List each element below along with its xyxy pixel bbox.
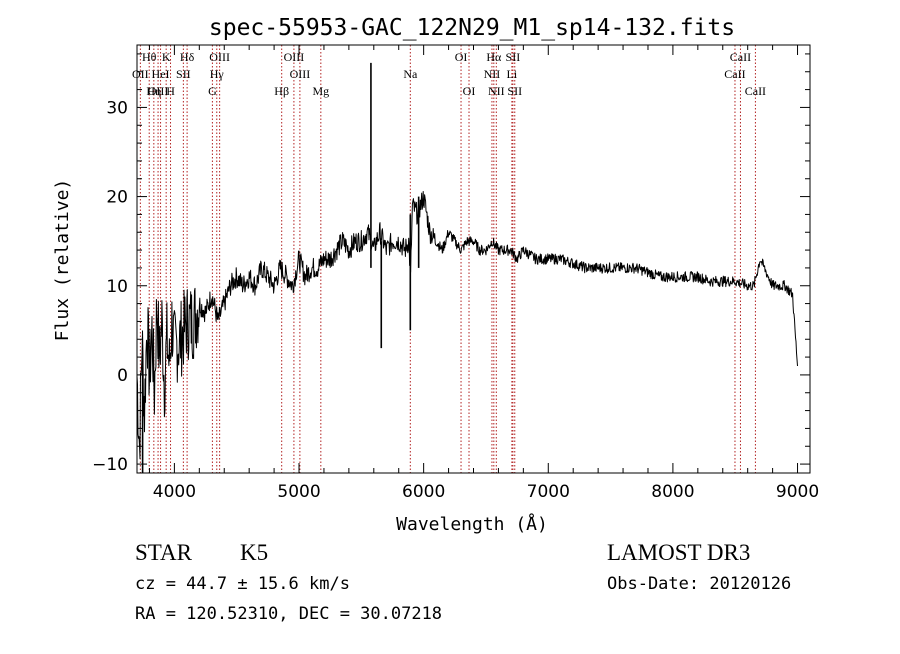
line-marker-label: OIII (148, 84, 169, 98)
line-marker-label: K (162, 50, 171, 64)
x-tick-label: 8000 (651, 482, 694, 502)
line-marker-label: CaII (730, 50, 751, 64)
chart-title: spec-55953-GAC_122N29_M1_sp14-132.fits (209, 15, 735, 41)
line-marker-label: HeI (152, 67, 170, 81)
line-marker-label: Hγ (210, 67, 225, 81)
y-tick-label: 30 (106, 98, 128, 118)
axes: 4000 5000 6000 7000 8000 9000 −10 0 10 20 30 (92, 45, 819, 502)
line-marker-label: OII (132, 67, 149, 81)
line-marker-label: SII (507, 84, 522, 98)
line-marker-label: NII (488, 84, 505, 98)
line-marker-label: CaII (724, 67, 745, 81)
y-tick-label: −10 (92, 455, 128, 475)
survey-name: LAMOST DR3 (607, 540, 751, 565)
line-marker-label: Hβ (274, 84, 289, 98)
line-marker-label: Hδ (180, 50, 195, 64)
x-tick-label: 4000 (153, 482, 196, 502)
line-marker-label: Na (403, 67, 418, 81)
y-tick-label: 20 (106, 188, 128, 208)
line-marker-label: H (166, 84, 175, 98)
emission-line-markers (139, 45, 756, 473)
object-class: STAR (135, 540, 192, 565)
spectrum-data (136, 62, 798, 473)
x-tick-label: 6000 (402, 482, 445, 502)
line-marker-label: Mg (312, 84, 329, 98)
x-axis-label: Wavelength (Å) (396, 513, 548, 535)
line-marker-label: CaII (745, 84, 766, 98)
x-tick-label: 5000 (277, 482, 320, 502)
line-marker-label: Hα (486, 50, 502, 64)
y-axis-label: Flux (relative) (52, 179, 73, 342)
line-marker-label: OIII (209, 50, 230, 64)
line-marker-label: SII (176, 67, 191, 81)
observation-date: Obs-Date: 20120126 (607, 574, 792, 594)
spectral-subclass: K5 (240, 540, 269, 565)
line-marker-label: Li (507, 67, 518, 81)
line-marker-label: SII (506, 50, 521, 64)
plot-frame (136, 44, 811, 474)
line-marker-label: OIII (284, 50, 305, 64)
redshift-velocity: cz = 44.7 ± 15.6 km/s (135, 574, 350, 594)
line-marker-label: OI (463, 84, 476, 98)
y-tick-label: 0 (117, 366, 128, 386)
line-marker-label: Hθ (142, 50, 157, 64)
y-tick-label: 10 (106, 277, 128, 297)
line-marker-label: G (208, 84, 217, 98)
line-marker-label: OI (455, 50, 468, 64)
x-tick-label: 9000 (776, 482, 819, 502)
line-marker-label: OIII (290, 67, 311, 81)
series-flux (136, 191, 798, 460)
sky-coordinates: RA = 120.52310, DEC = 30.07218 (135, 604, 443, 624)
line-marker-label: Hη (146, 84, 161, 98)
line-marker-label: NII (484, 67, 501, 81)
x-tick-label: 7000 (527, 482, 570, 502)
